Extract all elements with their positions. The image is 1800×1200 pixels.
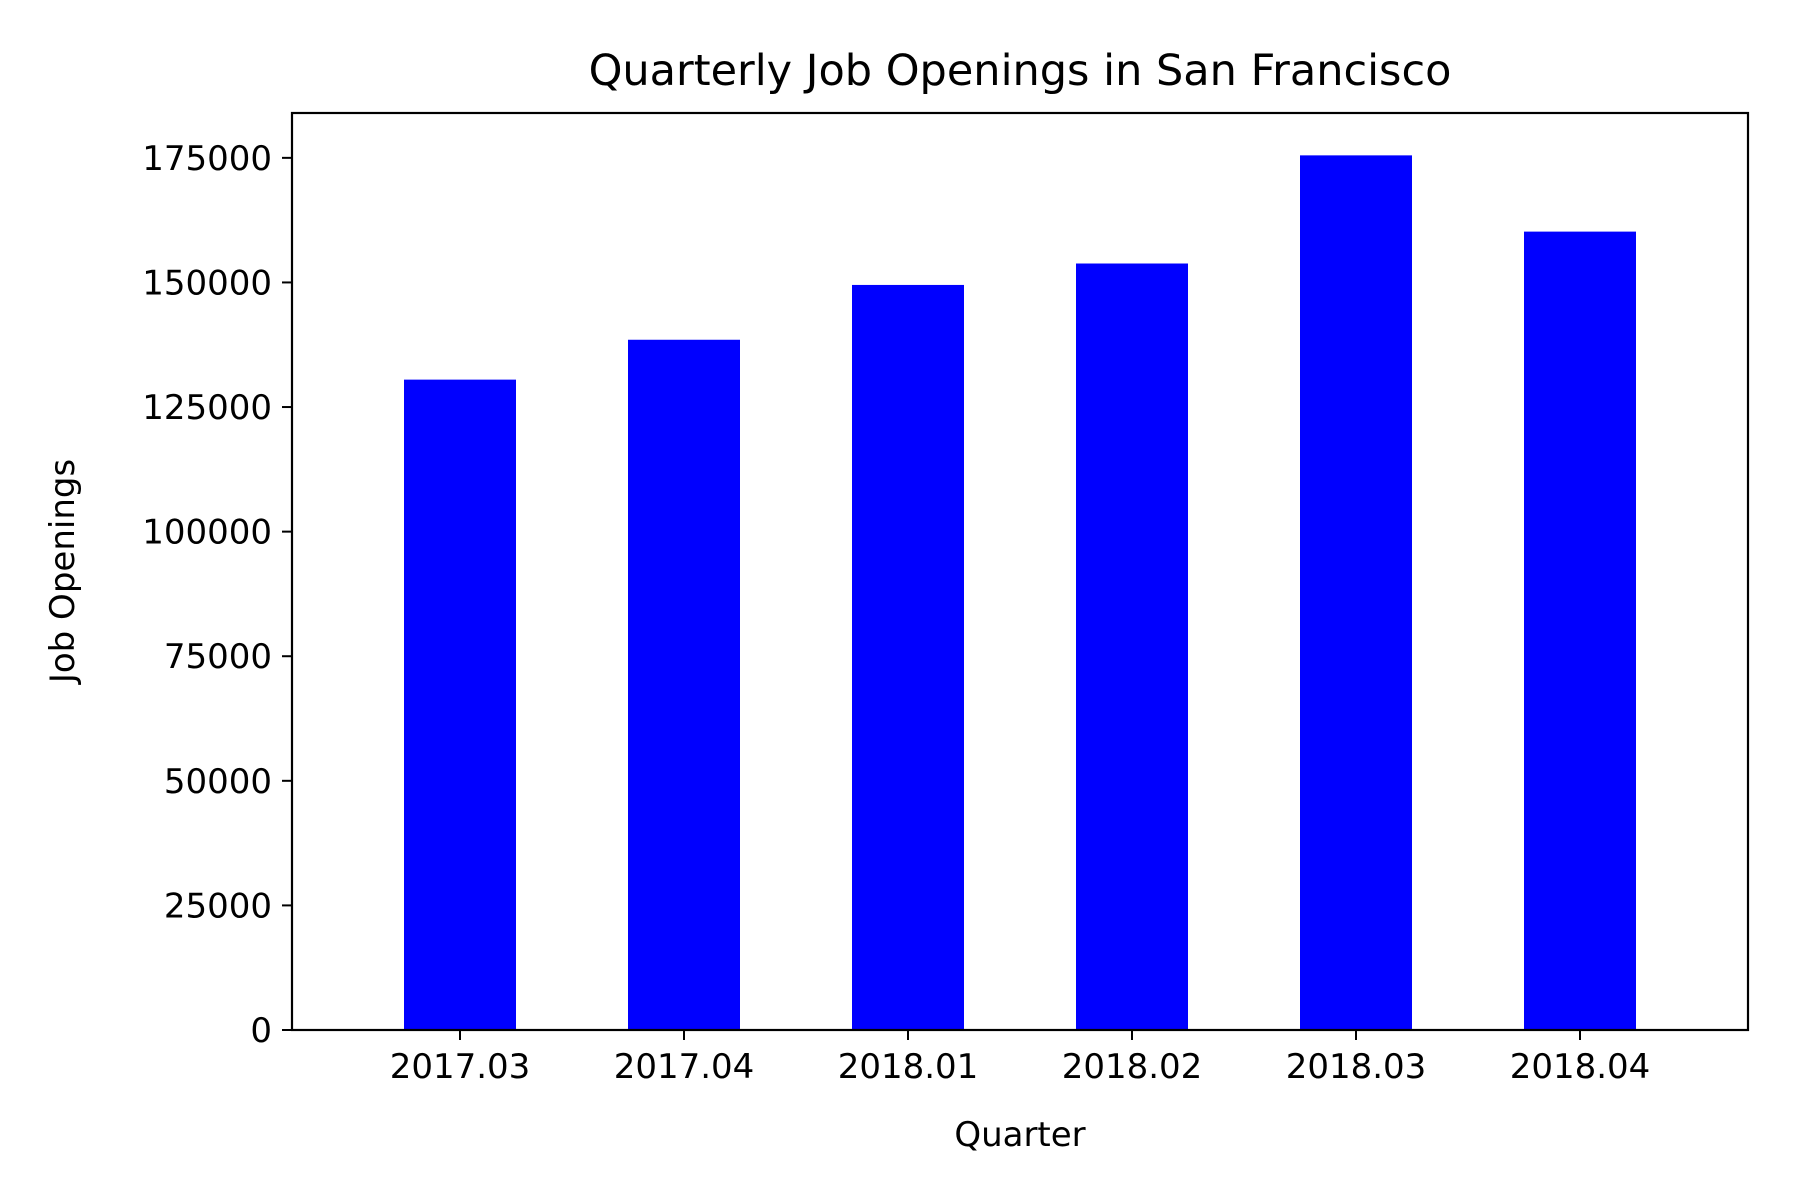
x-axis-label: Quarter <box>954 1115 1085 1155</box>
y-axis: 0 25000 50000 75000 100000 125000 150000 175000 <box>142 139 292 1051</box>
y-tick-label: 150000 <box>142 263 272 303</box>
x-tick-label: 2018.01 <box>838 1047 979 1087</box>
x-tick-label: 2018.02 <box>1062 1047 1203 1087</box>
plot-area-frame <box>290 111 1750 1032</box>
bar-2018.03 <box>1300 155 1412 1030</box>
chart-title: Quarterly Job Openings in San Francisco <box>589 46 1452 96</box>
bar-2017.03 <box>404 379 516 1031</box>
y-tick-label: 75000 <box>164 637 272 677</box>
y-tick-label: 0 <box>250 1011 272 1051</box>
y-tick-label: 50000 <box>164 762 272 802</box>
x-axis: 2017.03 2017.04 2018.01 2018.02 2018.03 2018.… <box>390 1030 1651 1087</box>
x-tick-label: 2018.04 <box>1510 1047 1651 1087</box>
bar-2018.02 <box>1076 263 1188 1031</box>
x-tick-label: 2017.04 <box>614 1047 755 1087</box>
bar-2017.04 <box>628 339 740 1030</box>
x-tick-label: 2018.03 <box>1286 1047 1427 1087</box>
bar-2018.01 <box>852 284 964 1030</box>
y-tick-label: 175000 <box>142 139 272 179</box>
x-tick-label: 2017.03 <box>390 1047 531 1087</box>
y-tick-label: 100000 <box>142 513 272 553</box>
bars-layer <box>404 155 1636 1031</box>
y-tick-label: 25000 <box>164 886 272 926</box>
y-axis-label: Job Openings <box>43 459 83 685</box>
y-tick-label: 125000 <box>142 388 272 428</box>
bar-2018.04 <box>1524 231 1636 1031</box>
